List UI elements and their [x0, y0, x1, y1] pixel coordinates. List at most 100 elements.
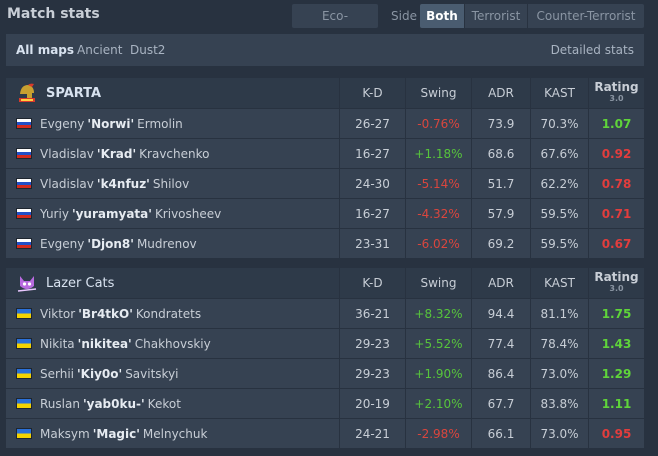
player-name-cell[interactable]: Nikita'nikitea' Chakhovskiy	[6, 329, 339, 358]
player-adr: 51.7	[471, 169, 530, 198]
player-nickname: 'Br4tkO'	[78, 306, 133, 321]
team-name-cell: Lazer Cats	[6, 268, 339, 298]
player-rating: 0.78	[588, 169, 644, 198]
player-nickname: 'yuramyata'	[71, 206, 152, 221]
sparta-logo-icon	[19, 83, 35, 102]
player-adr: 86.4	[471, 359, 530, 388]
player-kd: 24-21	[339, 419, 405, 448]
russia-flag-icon	[16, 208, 32, 219]
lazer-cats-logo-icon	[17, 276, 37, 292]
adr-column-header[interactable]: ADR	[471, 268, 530, 298]
player-nickname: 'k4nfuz'	[96, 176, 150, 191]
side-both-button[interactable]: Both	[420, 4, 464, 28]
player-row: Ruslan'yab0ku-' Kekot 20-19 +2.10% 67.7 8…	[6, 389, 644, 418]
player-adr: 66.1	[471, 419, 530, 448]
eco-adjusted-toggle[interactable]: Eco-adjusted	[292, 4, 378, 47]
rating-column-header[interactable]: Rating 3.0	[588, 78, 644, 108]
player-swing: +2.10%	[405, 389, 471, 418]
player-row: Vladislav'k4nfuz' Shilov 24-30 -5.14% 51.…	[6, 169, 644, 198]
page-title: Match stats	[7, 6, 100, 22]
player-swing: +5.52%	[405, 329, 471, 358]
player-kd: 26-27	[339, 109, 405, 138]
player-kast: 78.4%	[530, 329, 588, 358]
map-dust2-tab[interactable]: Dust2	[130, 43, 166, 57]
adr-column-header[interactable]: ADR	[471, 78, 530, 108]
map-all-tab[interactable]: All maps	[16, 43, 75, 57]
player-first-name: Serhii	[40, 366, 74, 381]
player-name-cell[interactable]: Vladislav'k4nfuz' Shilov	[6, 169, 339, 198]
player-name-cell[interactable]: Evgeny 'Djon8' Mudrenov	[6, 229, 339, 258]
player-name-cell[interactable]: Vladislav 'Krad' Kravchenko	[6, 139, 339, 168]
side-counter-terrorist-button[interactable]: Counter-Terrorist	[528, 4, 644, 28]
player-first-name: Maksym	[40, 426, 90, 441]
player-rating: 0.92	[588, 139, 644, 168]
player-rating: 0.71	[588, 199, 644, 228]
player-adr: 77.4	[471, 329, 530, 358]
player-rating: 1.75	[588, 299, 644, 328]
player-rating: 1.43	[588, 329, 644, 358]
map-ancient-tab[interactable]: Ancient	[77, 43, 123, 57]
player-last-name: Chakhovskiy	[134, 336, 211, 351]
player-row: Evgeny 'Norwi' Ermolin 26-27 -0.76% 73.9 7…	[6, 109, 644, 138]
team-name[interactable]: Lazer Cats	[46, 275, 115, 291]
player-row: Maksym 'Magic' Melnychuk 24-21 -2.98% 66.1…	[6, 419, 644, 448]
player-first-name: Evgeny	[40, 236, 85, 251]
rating-column-header[interactable]: Rating 3.0	[588, 268, 644, 298]
player-nickname: 'nikitea'	[77, 336, 132, 351]
player-swing: -2.98%	[405, 419, 471, 448]
kast-column-header[interactable]: KAST	[530, 78, 588, 108]
player-name-cell[interactable]: Serhii 'Kiy0o' Savitskyi	[6, 359, 339, 388]
swing-column-header[interactable]: Swing	[405, 78, 471, 108]
player-row: Serhii 'Kiy0o' Savitskyi 29-23 +1.90% 86.4…	[6, 359, 644, 388]
player-first-name: Ruslan	[40, 396, 80, 411]
russia-flag-icon	[16, 238, 32, 249]
team-header-row: Lazer Cats K-D Swing ADR KAST Rating 3.0	[6, 268, 644, 298]
player-nickname: 'Djon8'	[87, 236, 134, 251]
team-header-row: SPARTA K-D Swing ADR KAST Rating 3.0	[6, 78, 644, 108]
player-first-name: Vladislav	[40, 176, 94, 191]
player-adr: 69.2	[471, 229, 530, 258]
side-terrorist-button[interactable]: Terrorist	[465, 4, 527, 28]
swing-column-header[interactable]: Swing	[405, 268, 471, 298]
player-swing: +1.18%	[405, 139, 471, 168]
kd-column-header[interactable]: K-D	[339, 78, 405, 108]
side-label: Side	[391, 9, 417, 23]
player-row: Yuriy'yuramyata' Krivosheev 16-27 -4.32% …	[6, 199, 644, 228]
rating-header-label: Rating	[594, 80, 639, 94]
rating-version-label: 3.0	[609, 94, 624, 103]
player-swing: -4.32%	[405, 199, 471, 228]
player-rating: 1.29	[588, 359, 644, 388]
ukraine-flag-icon	[16, 398, 32, 409]
player-kast: 67.6%	[530, 139, 588, 168]
player-adr: 94.4	[471, 299, 530, 328]
player-kd: 16-27	[339, 139, 405, 168]
player-row: Vladislav 'Krad' Kravchenko 16-27 +1.18% 6…	[6, 139, 644, 168]
map-selector: All maps Ancient Dust2 Detailed stats	[6, 34, 644, 66]
player-name-cell[interactable]: Yuriy'yuramyata' Krivosheev	[6, 199, 339, 228]
player-adr: 68.6	[471, 139, 530, 168]
player-nickname: 'Kiy0o'	[77, 366, 123, 381]
player-kd: 20-19	[339, 389, 405, 418]
player-name-cell[interactable]: Evgeny 'Norwi' Ermolin	[6, 109, 339, 138]
player-nickname: 'Krad'	[96, 146, 137, 161]
player-nickname: 'yab0ku-'	[82, 396, 145, 411]
team-name[interactable]: SPARTA	[46, 85, 102, 101]
ukraine-flag-icon	[16, 428, 32, 439]
kast-column-header[interactable]: KAST	[530, 268, 588, 298]
russia-flag-icon	[16, 178, 32, 189]
player-name-cell[interactable]: Ruslan'yab0ku-' Kekot	[6, 389, 339, 418]
player-kd: 23-31	[339, 229, 405, 258]
player-last-name: Krivosheev	[154, 206, 222, 221]
player-name-cell[interactable]: Maksym 'Magic' Melnychuk	[6, 419, 339, 448]
russia-flag-icon	[16, 118, 32, 129]
player-kast: 81.1%	[530, 299, 588, 328]
kd-column-header[interactable]: K-D	[339, 268, 405, 298]
detailed-stats-link[interactable]: Detailed stats	[550, 43, 634, 57]
player-row: Evgeny 'Djon8' Mudrenov 23-31 -6.02% 69.2 …	[6, 229, 644, 258]
player-name-cell[interactable]: Viktor 'Br4tkO' Kondratets	[6, 299, 339, 328]
player-last-name: Mudrenov	[136, 236, 197, 251]
rating-version-label: 3.0	[609, 284, 624, 293]
player-swing: -6.02%	[405, 229, 471, 258]
player-kd: 16-27	[339, 199, 405, 228]
player-swing: +8.32%	[405, 299, 471, 328]
